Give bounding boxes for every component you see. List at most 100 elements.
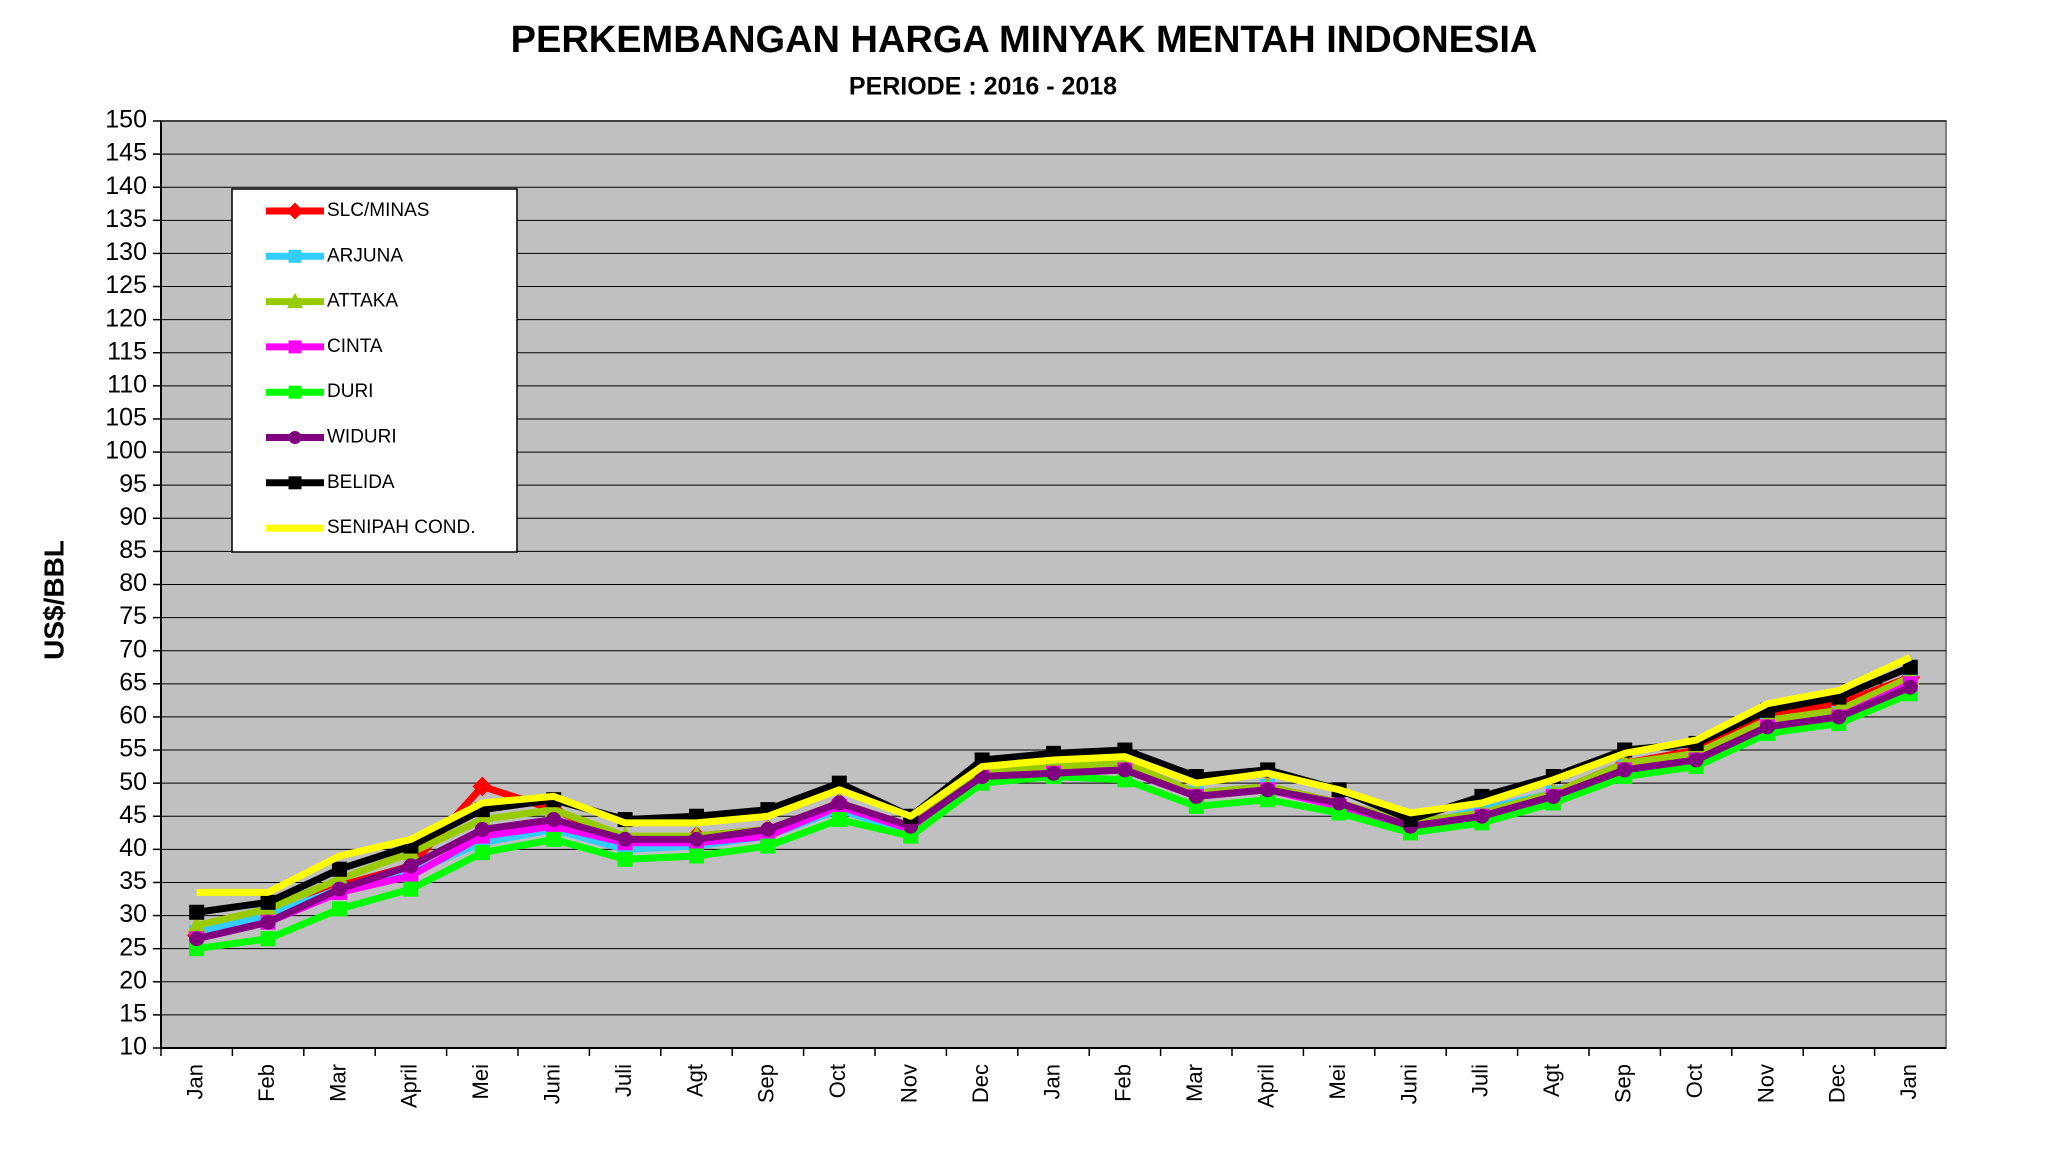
series-line [196, 654, 1912, 896]
marker [1831, 709, 1847, 725]
marker [286, 292, 304, 309]
legend-label: ATTAKA [327, 291, 398, 312]
x-tick-label: Juli [611, 1064, 636, 1097]
marker [403, 858, 419, 874]
x-tick-label: Mar [325, 1064, 350, 1102]
chart-subtitle: PERIODE : 2016 - 2018 [849, 73, 1117, 101]
y-tick-label: 100 [105, 437, 147, 465]
marker [689, 848, 704, 864]
marker [1331, 795, 1347, 811]
legend-label: DURI [327, 381, 373, 402]
marker [332, 881, 347, 897]
x-tick-label: Sep [754, 1064, 779, 1103]
marker [546, 812, 562, 828]
marker [332, 901, 347, 917]
marker [1474, 808, 1490, 824]
y-tick-label: 65 [119, 668, 147, 696]
marker [1260, 782, 1276, 798]
legend-label: CINTA [327, 336, 383, 357]
legend [231, 188, 518, 553]
y-tick-label: 80 [119, 569, 147, 597]
marker [474, 845, 490, 861]
x-tick-label: Agt [1539, 1064, 1564, 1097]
x-tick-label: Juni [540, 1064, 565, 1104]
legend-label: SLC/MINAS [327, 200, 429, 221]
y-tick-label: 115 [107, 337, 147, 365]
marker [1617, 762, 1633, 778]
marker [474, 821, 490, 837]
y-tick-label: 135 [105, 205, 147, 233]
marker [189, 931, 205, 947]
marker [831, 812, 847, 828]
y-tick-label: 145 [105, 139, 147, 167]
x-tick-label: Feb [254, 1064, 279, 1102]
marker [472, 776, 493, 797]
x-tick-label: Dec [968, 1064, 993, 1103]
marker [1688, 752, 1704, 768]
y-tick-label: 120 [105, 304, 147, 332]
legend-label: WIDURI [327, 427, 397, 448]
x-tick-label: Mei [1325, 1064, 1350, 1099]
y-tick-label: 105 [105, 404, 147, 432]
y-tick-label: 50 [119, 768, 147, 796]
y-tick-label: 90 [119, 503, 147, 531]
x-tick-label: April [397, 1064, 422, 1108]
legend-label: BELIDA [327, 472, 395, 493]
y-tick-label: 10 [119, 1033, 147, 1061]
x-tick-label: Jan [1896, 1064, 1921, 1099]
y-tick-label: 95 [119, 470, 147, 498]
x-tick-label: Oct [1682, 1064, 1707, 1098]
y-tick-label: 25 [119, 933, 147, 961]
marker [288, 431, 302, 444]
x-tick-label: Mar [1182, 1064, 1207, 1102]
marker [288, 340, 302, 354]
y-tick-label: 130 [105, 238, 147, 266]
x-tick-label: Nov [897, 1064, 922, 1103]
y-tick-label: 35 [119, 867, 147, 895]
marker [286, 202, 304, 220]
y-tick-label: 150 [105, 106, 147, 134]
marker [332, 861, 347, 877]
x-tick-label: Nov [1753, 1064, 1778, 1103]
marker [1545, 788, 1561, 804]
marker [1117, 762, 1133, 778]
marker [288, 476, 302, 490]
y-tick-label: 20 [119, 966, 147, 994]
y-tick-label: 140 [105, 172, 147, 200]
x-tick-label: Dec [1825, 1064, 1850, 1103]
marker [288, 249, 302, 263]
x-tick-label: Juli [1468, 1064, 1493, 1097]
marker [1046, 765, 1061, 781]
marker [260, 914, 276, 930]
marker [260, 931, 276, 947]
x-tick-label: Jan [1039, 1064, 1064, 1099]
x-tick-label: April [1254, 1064, 1279, 1108]
marker [1760, 719, 1775, 735]
y-axis-label: US$/BBL [38, 540, 69, 660]
y-tick-label: 40 [119, 834, 147, 862]
marker [1902, 679, 1918, 695]
x-tick-label: Sep [1611, 1064, 1636, 1103]
y-tick-label: 55 [119, 735, 147, 763]
marker [760, 821, 776, 837]
marker [1188, 788, 1204, 804]
x-tick-label: Jan [183, 1064, 208, 1099]
x-tick-label: Feb [1111, 1064, 1136, 1102]
y-tick-label: 70 [119, 635, 147, 663]
y-tick-label: 60 [119, 702, 147, 730]
marker [760, 838, 776, 854]
y-tick-label: 15 [119, 1000, 147, 1028]
y-tick-label: 125 [105, 271, 147, 299]
y-tick-label: 110 [107, 370, 147, 398]
y-tick-label: 30 [119, 900, 147, 928]
y-tick-label: 45 [119, 801, 147, 829]
x-tick-label: Mei [468, 1064, 493, 1099]
marker [831, 795, 847, 811]
x-tick-label: Agt [682, 1064, 707, 1097]
marker [617, 831, 633, 847]
y-tick-label: 75 [119, 602, 147, 630]
legend-label: ARJUNA [327, 245, 403, 266]
marker [189, 904, 205, 920]
marker [546, 831, 562, 847]
chart-title: PERKEMBANGAN HARGA MINYAK MENTAH INDONES… [511, 19, 1538, 61]
